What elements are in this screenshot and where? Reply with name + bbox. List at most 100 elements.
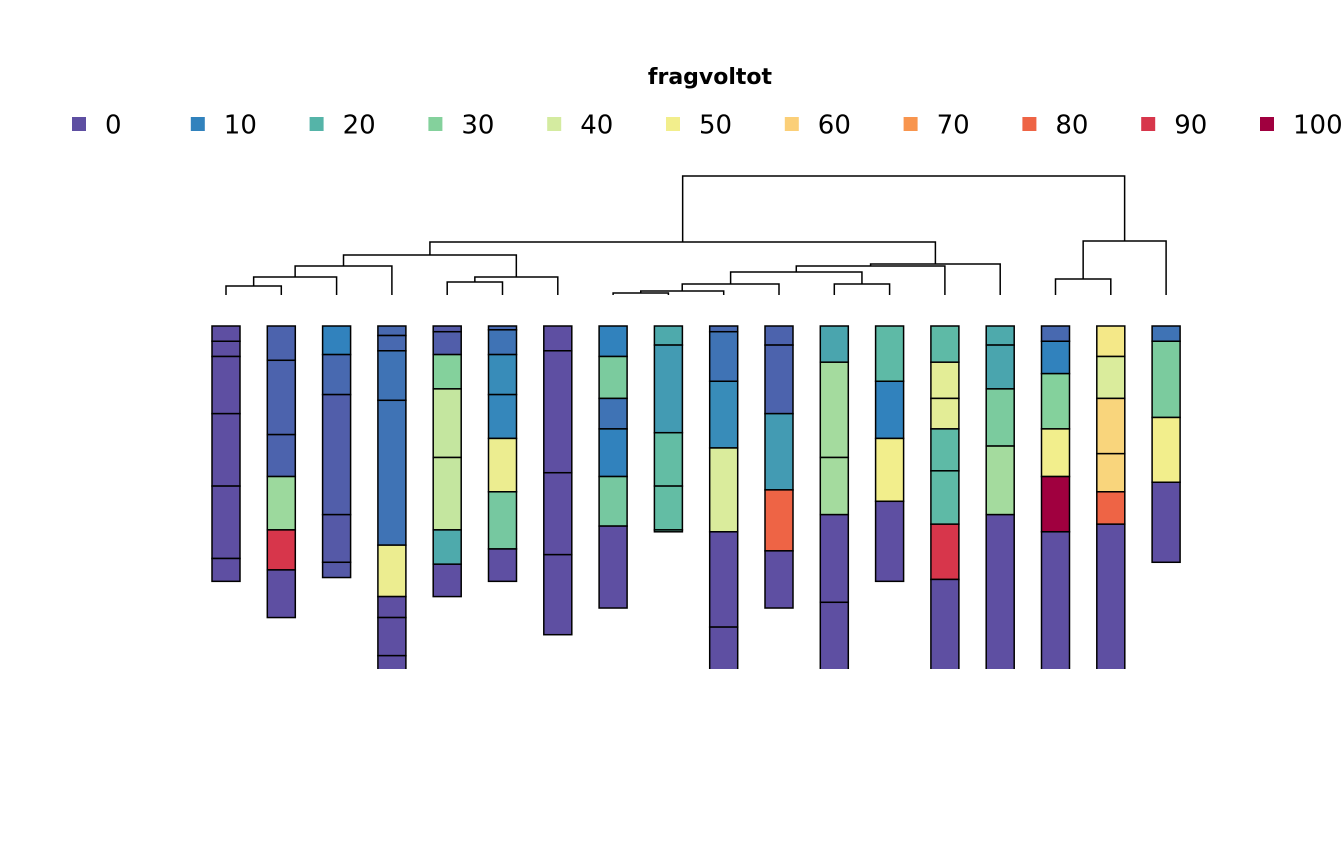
layer <box>985 513 1015 669</box>
layer <box>266 433 297 478</box>
layer <box>930 470 960 525</box>
layer <box>985 325 1015 346</box>
layer <box>598 428 628 478</box>
layer <box>487 353 518 396</box>
layer <box>930 397 960 430</box>
legend-swatch <box>72 117 86 131</box>
legend-swatch <box>190 117 205 131</box>
layer <box>1096 397 1126 455</box>
layer <box>266 529 297 571</box>
profiles <box>211 325 1181 669</box>
legend-label: 80 <box>1055 111 1088 141</box>
layer <box>598 325 628 358</box>
layer <box>377 334 407 352</box>
layer <box>211 412 241 487</box>
layer <box>653 485 684 531</box>
dendrogram-link <box>681 283 780 295</box>
legend-label: 70 <box>937 111 970 141</box>
layer <box>598 525 628 609</box>
layer <box>1040 475 1071 533</box>
layer <box>1040 340 1071 375</box>
layer <box>321 353 352 396</box>
legend-swatch <box>666 117 680 131</box>
layer <box>708 330 739 383</box>
dendrogram-link <box>1082 240 1167 295</box>
layer <box>874 500 905 583</box>
layer <box>708 380 739 449</box>
layer <box>874 437 905 503</box>
layer <box>1040 325 1071 342</box>
layer <box>874 325 905 383</box>
layer <box>266 569 297 619</box>
legend-swatch <box>547 117 562 131</box>
layer <box>598 397 628 430</box>
layer <box>819 601 850 669</box>
layer <box>930 428 960 472</box>
layer <box>266 359 297 436</box>
legend-swatch <box>784 117 799 131</box>
layer <box>708 447 739 533</box>
layer <box>1096 452 1126 493</box>
layer <box>930 523 960 581</box>
layer <box>1151 481 1181 564</box>
dendrogram-link <box>833 283 891 295</box>
legend-swatch <box>1260 117 1274 131</box>
layer <box>1040 372 1071 430</box>
dendrogram-link <box>795 265 946 295</box>
layer <box>377 616 407 657</box>
legend-title: fragvoltot <box>648 65 773 90</box>
layer <box>985 445 1015 516</box>
layer <box>930 325 960 363</box>
layer <box>377 595 407 619</box>
dendrogram-link <box>294 265 393 295</box>
dendrogram-link <box>446 281 504 295</box>
layer <box>708 626 739 669</box>
layer <box>211 485 241 560</box>
layer <box>764 550 794 609</box>
layer <box>487 548 518 583</box>
layer <box>321 513 352 564</box>
layer <box>543 350 573 474</box>
layer <box>653 529 684 533</box>
layer <box>1096 355 1126 400</box>
layer <box>432 325 462 333</box>
layer <box>1151 325 1181 342</box>
dendrogram-link <box>474 276 559 295</box>
legend-label: 40 <box>580 111 613 141</box>
layer <box>266 325 297 362</box>
layer <box>432 563 462 598</box>
layer <box>764 489 794 552</box>
legend-label: 100 <box>1293 111 1343 141</box>
dendrogram <box>225 175 1167 295</box>
layer <box>321 561 352 579</box>
layer <box>321 393 352 516</box>
layer <box>764 344 794 415</box>
legend-swatch <box>428 117 443 131</box>
layer <box>377 325 407 337</box>
layer <box>487 393 518 440</box>
layer <box>543 471 573 556</box>
layer <box>487 437 518 493</box>
layer <box>708 531 739 628</box>
layer <box>874 380 905 440</box>
layer <box>487 329 518 356</box>
layer <box>211 557 241 583</box>
layer <box>1040 428 1071 478</box>
layer <box>543 553 573 636</box>
layer <box>985 344 1015 390</box>
layer <box>432 353 462 390</box>
layer <box>819 456 850 516</box>
legend-swatch <box>309 117 324 131</box>
layer <box>432 456 462 531</box>
layer <box>653 344 684 434</box>
dendrogram-link <box>1054 278 1112 295</box>
layer <box>211 355 241 415</box>
layer <box>985 388 1015 447</box>
layer <box>321 325 352 356</box>
layer <box>1151 416 1181 484</box>
layer <box>543 325 573 352</box>
layer <box>819 361 850 459</box>
layer <box>266 475 297 531</box>
